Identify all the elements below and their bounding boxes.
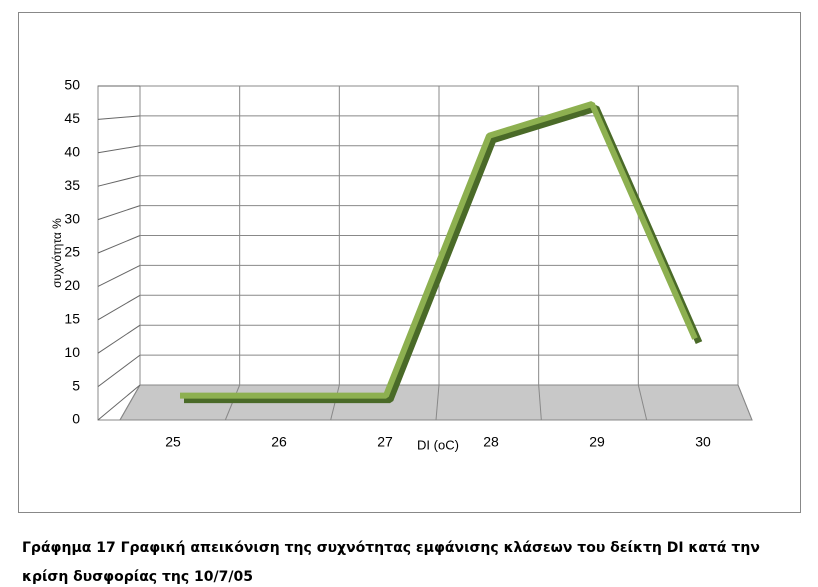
x-tick-label: 26 [271, 434, 287, 450]
side-wall [97, 85, 141, 421]
y-tick-label: 20 [64, 277, 80, 293]
grid-line [97, 384, 141, 421]
grid-line [97, 324, 141, 354]
floor-line [637, 384, 648, 421]
y-tick-label: 10 [64, 344, 80, 360]
y-tick-label: 50 [64, 77, 80, 93]
y-tick-label: 45 [64, 110, 80, 126]
floor-line [538, 384, 542, 421]
caption-line: Γράφημα 17 Γραφική απεικόνιση της συχνότ… [22, 540, 760, 556]
grid-line [97, 205, 141, 221]
x-tick-label: 30 [695, 434, 711, 450]
x-axis-label: DI (oC) [417, 437, 459, 452]
x-tick-label: 29 [589, 434, 605, 450]
grid-line [97, 294, 141, 321]
grid-line [97, 175, 141, 187]
x-tick-label: 27 [377, 434, 393, 450]
y-tick-label: 0 [72, 411, 80, 427]
caption-line: κρίση δυσφορίας της 10/7/05 [22, 569, 253, 585]
y-axis-label: συχνότητα % [50, 218, 64, 288]
y-tick-label: 30 [64, 210, 80, 226]
floor-line [435, 384, 440, 421]
y-tick-label: 40 [64, 144, 80, 160]
y-tick-label: 35 [64, 177, 80, 193]
grid-line [97, 264, 141, 287]
y-tick-label: 5 [72, 377, 80, 393]
x-tick-label: 28 [483, 434, 499, 450]
grid-line [97, 354, 141, 388]
line [180, 101, 698, 399]
x-tick-label: 25 [165, 434, 181, 450]
grid-line [97, 235, 141, 254]
y-tick-label: 25 [64, 244, 80, 260]
grid-line [97, 145, 141, 154]
floor-line [737, 384, 753, 421]
y-tick-label: 15 [64, 311, 80, 327]
floor-line [119, 384, 141, 421]
grid-line [97, 115, 141, 120]
